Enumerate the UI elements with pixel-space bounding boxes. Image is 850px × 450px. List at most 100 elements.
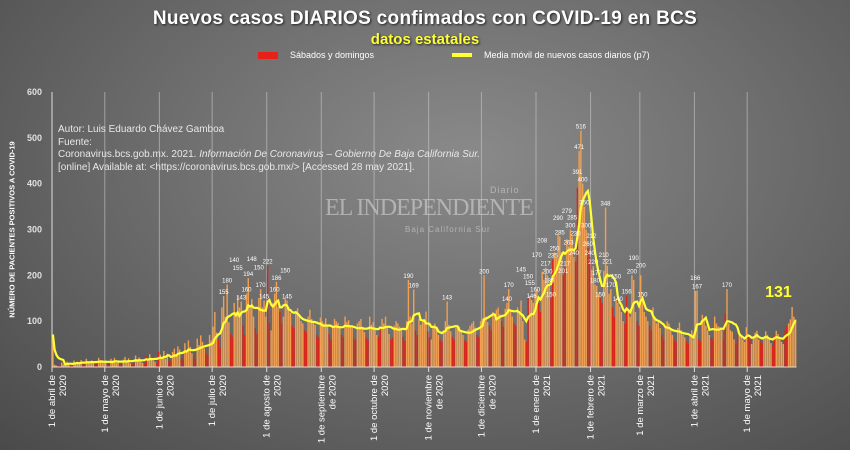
weekday-bar bbox=[62, 364, 65, 367]
bar-value-label: 155 bbox=[233, 266, 244, 272]
weekday-bar bbox=[541, 271, 543, 367]
weekday-bar bbox=[775, 330, 777, 367]
weekday-bar bbox=[425, 311, 427, 367]
bar-value-label: 177 bbox=[592, 271, 603, 277]
weekday-bar bbox=[596, 285, 598, 367]
watermark-logo: Diario EL INDEPENDIENTE Baja California … bbox=[325, 185, 534, 234]
weekday-bar bbox=[434, 323, 436, 367]
weekend-bar bbox=[587, 247, 589, 367]
weekday-bar bbox=[374, 328, 376, 367]
weekday-bar bbox=[149, 354, 151, 367]
weekday-bar bbox=[643, 312, 645, 367]
x-tick-label-line: 2020 bbox=[380, 375, 391, 396]
weekday-bar bbox=[523, 339, 526, 367]
weekday-bar bbox=[273, 293, 276, 367]
bar-value-label: 350 bbox=[579, 201, 590, 207]
weekday-bar bbox=[703, 321, 705, 367]
weekday-bar bbox=[606, 265, 609, 367]
weekend-bar bbox=[391, 337, 394, 367]
weekend-bar bbox=[699, 341, 702, 367]
bar-value-label: 160 bbox=[530, 288, 541, 294]
weekday-bar bbox=[555, 257, 557, 367]
weekday-bar bbox=[76, 361, 79, 367]
weekday-bar bbox=[497, 307, 499, 367]
weekday-bar bbox=[557, 234, 559, 367]
bar-value-label: 167 bbox=[692, 284, 703, 290]
weekday-bar bbox=[159, 354, 161, 367]
weekday-bar bbox=[398, 326, 401, 367]
weekday-bar bbox=[163, 350, 165, 367]
weekend-bar bbox=[229, 334, 232, 367]
weekend-bar bbox=[256, 334, 258, 367]
weekday-bar bbox=[173, 348, 176, 367]
weekend-bar bbox=[83, 365, 86, 367]
weekend-bar bbox=[698, 339, 700, 367]
weekday-bar bbox=[166, 353, 169, 367]
chart-title: Nuevos casos DIARIOS confimados con COVI… bbox=[152, 8, 698, 29]
weekday-bar bbox=[585, 229, 587, 367]
weekday-bar bbox=[580, 130, 582, 367]
weekday-bar bbox=[608, 293, 610, 367]
x-tick-label-line: 2021 bbox=[753, 375, 764, 396]
weekend-bar bbox=[539, 312, 542, 367]
weekend-bar bbox=[784, 330, 786, 367]
weekday-bar bbox=[75, 362, 77, 367]
weekday-bar bbox=[409, 316, 411, 367]
bar-value-label: 200 bbox=[636, 263, 647, 269]
weekend-bar bbox=[712, 339, 714, 367]
weekday-bar bbox=[154, 361, 156, 367]
weekday-bar bbox=[251, 299, 253, 367]
weekday-bar bbox=[615, 298, 617, 367]
weekday-bar bbox=[221, 307, 223, 367]
weekend-bar bbox=[205, 353, 207, 367]
bar-value-label: 200 bbox=[542, 269, 553, 275]
weekday-bar bbox=[553, 252, 556, 367]
weekday-bar bbox=[457, 324, 459, 367]
weekday-bar bbox=[208, 334, 211, 367]
bar-value-label: 150 bbox=[280, 268, 291, 274]
weekday-bar bbox=[321, 321, 323, 367]
bar-value-label: 150 bbox=[595, 292, 606, 298]
weekday-bar bbox=[682, 334, 684, 367]
x-tick-label-line: 1 de marzo de bbox=[635, 375, 646, 436]
weekend-bar bbox=[404, 340, 406, 367]
weekend-bar bbox=[786, 326, 788, 367]
weekday-bar bbox=[184, 343, 186, 367]
weekday-bar bbox=[536, 289, 538, 367]
weekday-bar bbox=[684, 337, 686, 367]
weekend-bar bbox=[464, 340, 466, 367]
weekend-bar bbox=[217, 339, 220, 367]
weekend-bar bbox=[601, 302, 603, 367]
weekday-bar bbox=[136, 359, 139, 367]
weekday-bar bbox=[708, 334, 711, 367]
weekday-bar bbox=[641, 298, 644, 367]
weekday-bar bbox=[430, 339, 433, 367]
weekday-bar bbox=[499, 314, 501, 367]
bar-value-label: 194 bbox=[243, 272, 254, 278]
weekend-bar bbox=[242, 325, 244, 367]
weekday-bar bbox=[455, 328, 457, 367]
weekday-bar bbox=[310, 318, 313, 367]
author-text: Autor: Luis Eduardo Chávez Gamboa bbox=[58, 124, 225, 135]
weekend-bar bbox=[589, 257, 591, 367]
x-tick-label: 1 de noviembrede 2020 bbox=[424, 375, 446, 440]
weekday-bar bbox=[302, 323, 304, 367]
weekend-bar bbox=[650, 330, 653, 367]
weekday-bar bbox=[360, 318, 362, 367]
weekday-bar bbox=[314, 324, 316, 367]
weekend-bar bbox=[193, 356, 195, 367]
weekend-bar bbox=[624, 323, 626, 367]
weekend-bar bbox=[441, 341, 443, 367]
weekend-bar bbox=[427, 331, 429, 367]
bar-value-label: 145 bbox=[516, 268, 527, 274]
weekend-bar bbox=[69, 365, 72, 367]
weekday-bar bbox=[117, 361, 119, 367]
weekday-bar bbox=[442, 330, 445, 367]
x-tick-label-line: 1 de abril de bbox=[47, 375, 58, 427]
weekday-bar bbox=[164, 358, 167, 367]
weekend-bar bbox=[293, 328, 295, 367]
weekend-bar bbox=[527, 298, 529, 367]
bar-value-label: 148 bbox=[247, 257, 258, 263]
weekday-bar bbox=[657, 321, 660, 367]
